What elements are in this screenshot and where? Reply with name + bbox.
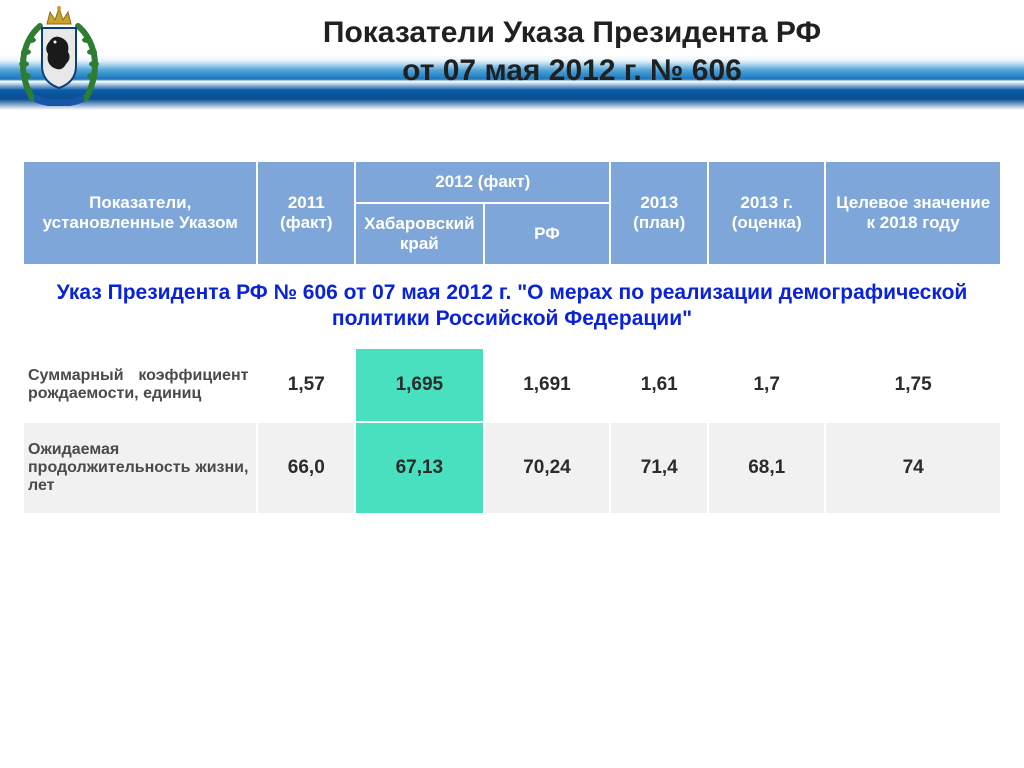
title-line-2: от 07 мая 2012 г. № 606	[160, 52, 984, 90]
indicators-table-wrap: Показатели, установленные Указом 2011 (ф…	[22, 160, 1002, 515]
th-2012-rf: РФ	[484, 203, 611, 265]
cell-2012-rf: 1,691	[484, 348, 611, 422]
regional-emblem	[14, 6, 104, 106]
header-row-1: Показатели, установленные Указом 2011 (ф…	[23, 161, 1001, 203]
cell-target: 74	[825, 422, 1001, 514]
row-label: Суммарный коэффициент рождаемости, едини…	[23, 348, 257, 422]
title-line-1: Показатели Указа Президента РФ	[160, 14, 984, 52]
cell-2011: 66,0	[257, 422, 355, 514]
table-head: Показатели, установленные Указом 2011 (ф…	[23, 161, 1001, 265]
decree-title-cell: Указ Президента РФ № 606 от 07 мая 2012 …	[23, 265, 1001, 348]
cell-2012-rf: 70,24	[484, 422, 611, 514]
cell-2012-khab: 1,695	[355, 348, 483, 422]
table-row: Суммарный коэффициент рождаемости, едини…	[23, 348, 1001, 422]
indicators-table: Показатели, установленные Указом 2011 (ф…	[22, 160, 1002, 515]
shield-icon	[42, 28, 76, 88]
cell-2013-plan: 1,61	[610, 348, 708, 422]
th-target: Целевое значение к 2018 году	[825, 161, 1001, 265]
ribbon-icon	[34, 94, 84, 106]
cell-target: 1,75	[825, 348, 1001, 422]
th-2013-est: 2013 г. (оценка)	[708, 161, 825, 265]
wreath-left-icon	[19, 26, 40, 98]
th-2013-plan: 2013 (план)	[610, 161, 708, 265]
th-2011: 2011 (факт)	[257, 161, 355, 265]
table-row: Ожидаемая продолжительность жизни, лет 6…	[23, 422, 1001, 514]
row-label: Ожидаемая продолжительность жизни, лет	[23, 422, 257, 514]
crown-icon	[47, 6, 71, 24]
cell-2013-est: 1,7	[708, 348, 825, 422]
cell-2013-est: 68,1	[708, 422, 825, 514]
cell-2012-khab: 67,13	[355, 422, 483, 514]
th-2012-khab: Хабаровский край	[355, 203, 483, 265]
th-indicator: Показатели, установленные Указом	[23, 161, 257, 265]
header-band: Показатели Указа Президента РФ от 07 мая…	[0, 0, 1024, 110]
wreath-right-icon	[78, 26, 99, 98]
decree-title-row: Указ Президента РФ № 606 от 07 мая 2012 …	[23, 265, 1001, 348]
cell-2011: 1,57	[257, 348, 355, 422]
table-body: Указ Президента РФ № 606 от 07 мая 2012 …	[23, 265, 1001, 514]
slide-title: Показатели Указа Президента РФ от 07 мая…	[160, 14, 984, 89]
cell-2013-plan: 71,4	[610, 422, 708, 514]
th-2012-group: 2012 (факт)	[355, 161, 610, 203]
